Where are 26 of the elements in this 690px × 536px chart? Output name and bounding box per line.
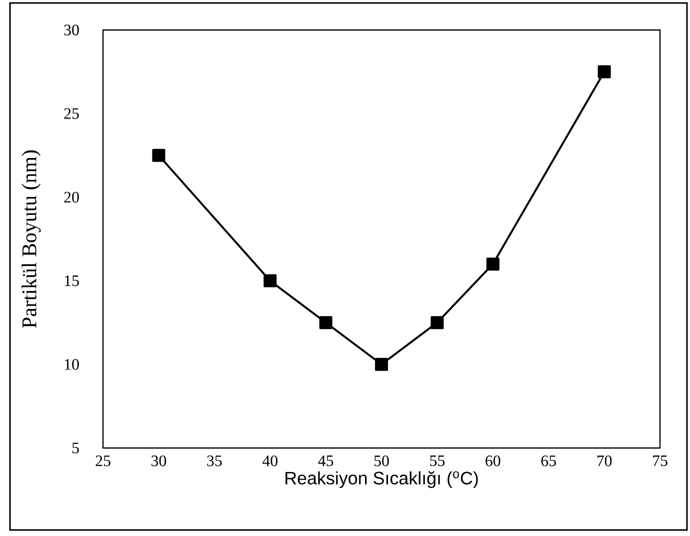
point <box>264 274 277 288</box>
x-tick-label: 60 <box>486 456 500 466</box>
x-tick-label: 40 <box>262 456 278 466</box>
y-axis-title: Partikül Boyutu (nm) <box>22 150 41 328</box>
x-tick-label: 55 <box>430 456 445 466</box>
point <box>319 316 332 330</box>
x-tick-label: 50 <box>374 456 389 466</box>
x-tick-label: 70 <box>597 456 612 466</box>
point <box>375 358 388 371</box>
x-tick-label: 25 <box>96 456 110 466</box>
point <box>486 258 500 271</box>
y-tick-label: 30 <box>64 24 79 36</box>
y-tick-label: 10 <box>64 359 79 370</box>
x-tick-label: 35 <box>207 456 222 466</box>
x-tick-label: 65 <box>541 456 556 466</box>
x-tick-label: 30 <box>152 456 166 466</box>
y-tick-label: 5 <box>72 442 79 454</box>
y-tick-label: 15 <box>64 275 79 286</box>
y-tick-label: 20 <box>64 192 79 203</box>
point <box>152 148 166 162</box>
y-tick-label: 25 <box>64 108 79 119</box>
x-tick-label: 45 <box>318 456 334 466</box>
point <box>598 65 611 78</box>
x-tick-label: 75 <box>653 456 668 466</box>
point <box>430 316 444 330</box>
x-axis-title: Reaksiyon Sıcaklığı ($^{o}$C) <box>286 471 478 488</box>
